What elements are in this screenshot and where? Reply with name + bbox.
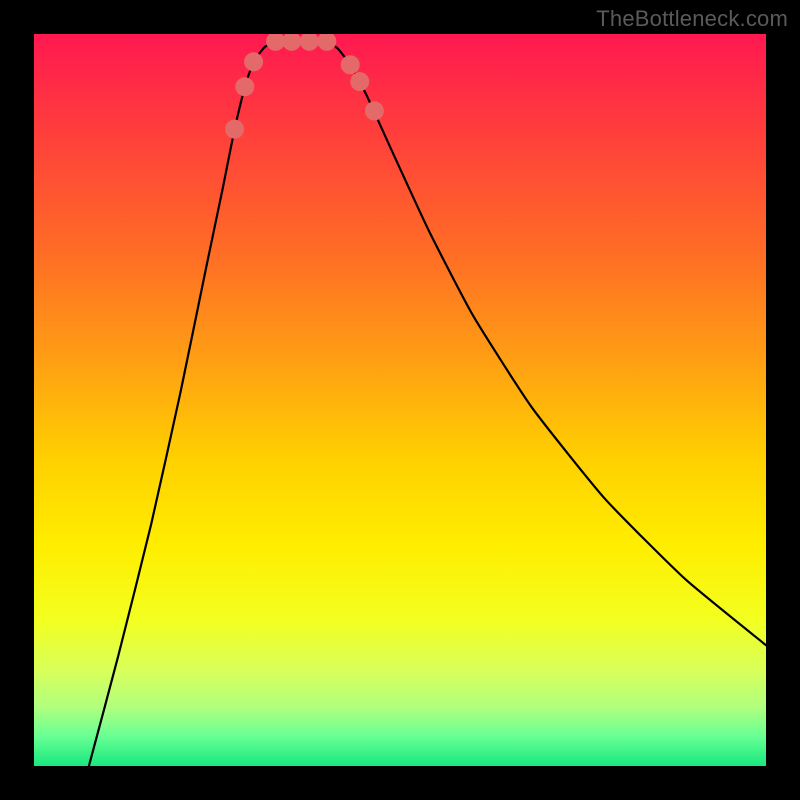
plot-background-gradient	[34, 34, 766, 766]
curve-marker	[351, 73, 369, 91]
curve-marker	[318, 32, 336, 50]
curve-marker	[365, 102, 383, 120]
curve-marker	[245, 53, 263, 71]
chart-stage: TheBottleneck.com	[0, 0, 800, 800]
curve-marker	[283, 32, 301, 50]
curve-marker	[267, 32, 285, 50]
curve-marker	[236, 78, 254, 96]
watermark-text: TheBottleneck.com	[596, 6, 788, 32]
curve-marker	[341, 56, 359, 74]
curve-marker	[226, 120, 244, 138]
bottleneck-curve-chart	[0, 0, 800, 800]
curve-marker	[300, 32, 318, 50]
